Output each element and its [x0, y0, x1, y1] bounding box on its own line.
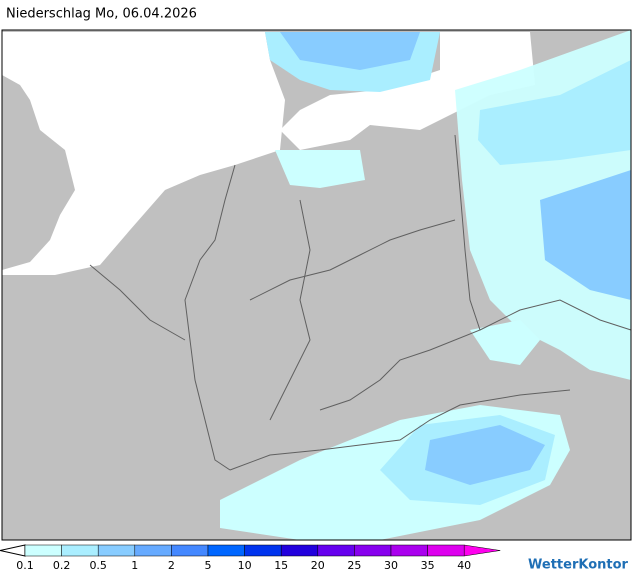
legend-swatch: [24, 544, 62, 557]
brand: WetterKontor: [528, 558, 629, 573]
map: [1, 29, 632, 541]
border: [229, 389, 571, 471]
legend-label: 5: [205, 559, 212, 572]
legend-swatch: [427, 544, 465, 557]
legend-swatch: [317, 544, 355, 557]
precip-czech: [470, 320, 540, 365]
precip-coast: [275, 150, 365, 188]
legend-label: 30: [384, 559, 398, 572]
legend-swatch: [97, 544, 136, 557]
legend-swatch: [207, 544, 245, 557]
baltic-sea: [280, 32, 535, 150]
legend-arrow-high: [463, 544, 501, 557]
legend-swatch: [134, 544, 172, 557]
legend-label: 0.5: [89, 559, 107, 572]
legend-swatch: [61, 544, 99, 557]
map-title: Niederschlag Mo, 06.04.2026: [6, 7, 197, 22]
legend-label: 35: [421, 559, 435, 572]
legend-swatch: [280, 544, 319, 557]
border: [269, 199, 311, 421]
legend-arrow-low: [0, 544, 26, 557]
precip-northeast: [478, 60, 631, 165]
legend-label: 0.2: [53, 559, 71, 572]
border: [479, 299, 632, 331]
legend-swatch: [354, 544, 392, 557]
border: [249, 219, 456, 301]
legend: 0.1 0.2 0.5 1 2 5 10 15 20 25 30 35 40: [16, 544, 501, 572]
legend-swatch: [171, 544, 209, 557]
legend-label: 25: [347, 559, 361, 572]
uk: [2, 75, 75, 270]
map-frame: [1, 29, 632, 541]
border: [319, 134, 481, 411]
border: [89, 264, 186, 341]
legend-label: 20: [311, 559, 325, 572]
precip-east-core: [540, 170, 631, 300]
precip-denmark-core: [280, 32, 420, 70]
legend-label: 10: [238, 559, 252, 572]
legend-label: 1: [131, 559, 138, 572]
border: [184, 164, 236, 471]
legend-label: 40: [457, 559, 471, 572]
legend-swatch: [390, 544, 428, 557]
precip-alps-core: [425, 425, 545, 485]
legend-swatch: [244, 544, 282, 557]
legend-label: 0.1: [16, 559, 34, 572]
north-sea: [2, 32, 285, 275]
legend-label: 15: [274, 559, 288, 572]
legend-label: 2: [168, 559, 175, 572]
